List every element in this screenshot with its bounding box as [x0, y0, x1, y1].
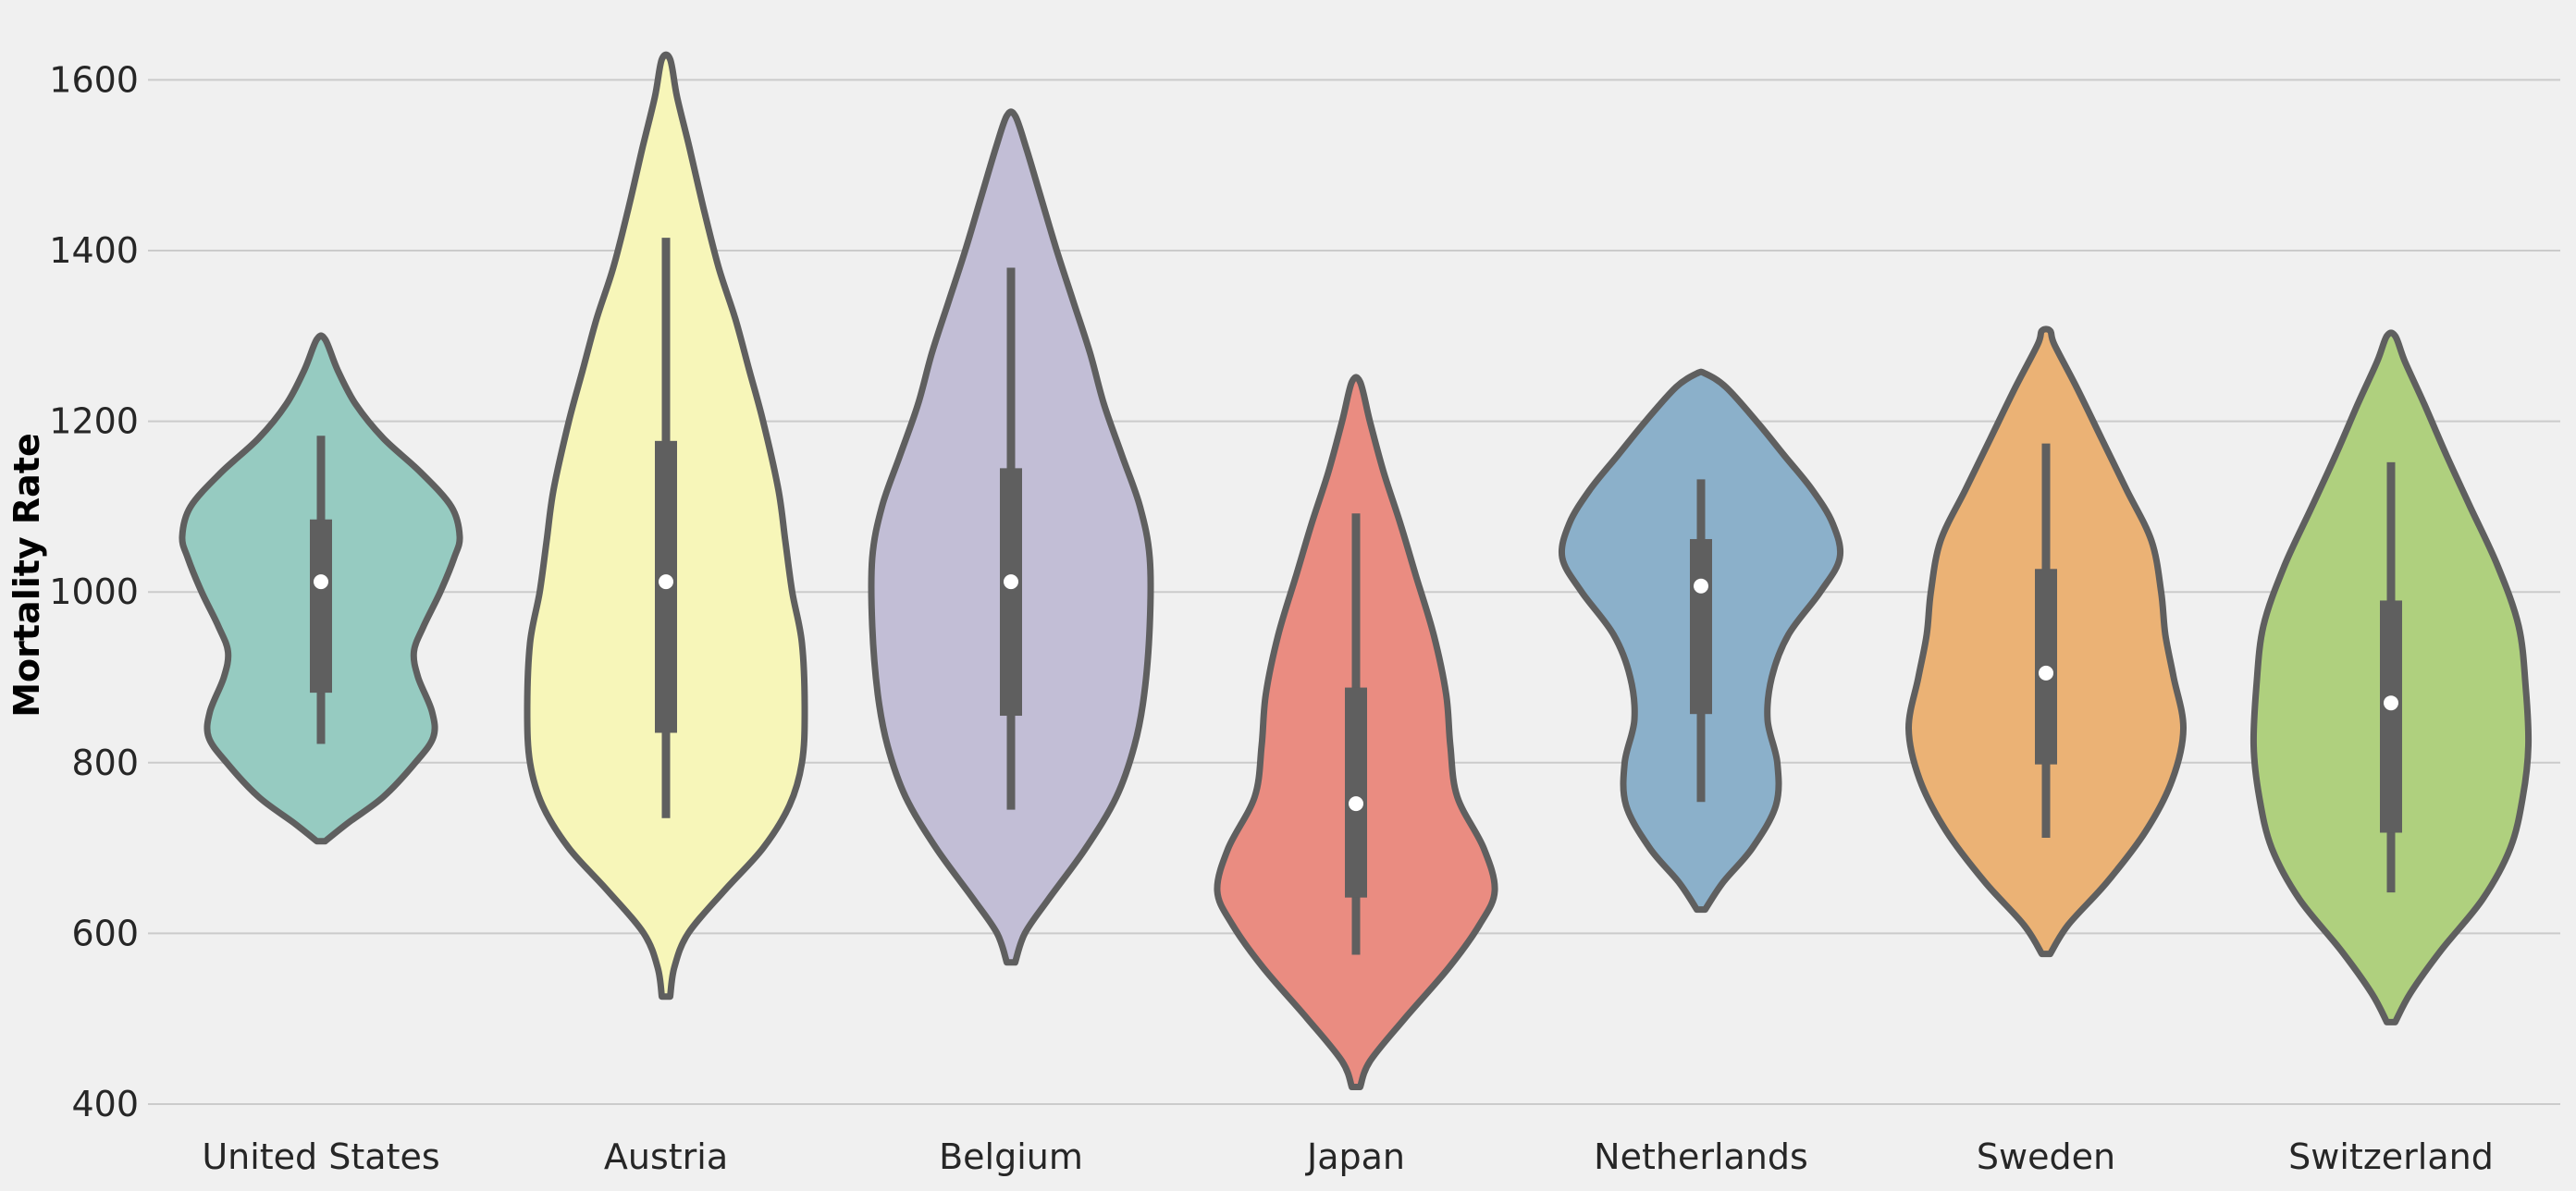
violin-median-dot	[2384, 695, 2398, 711]
y-tick-label: 1600	[49, 59, 139, 100]
y-tick-label: 1200	[49, 401, 139, 442]
x-tick-label: Japan	[1305, 1136, 1405, 1177]
violin-belgium	[868, 108, 1154, 966]
violin-median-dot	[659, 574, 673, 590]
violin-median-dot	[2039, 665, 2053, 681]
violin-switzerland	[2249, 329, 2533, 1025]
violin-iqr-box	[2380, 600, 2402, 833]
y-tick-label: 600	[71, 913, 139, 953]
x-tick-label: Belgium	[939, 1136, 1083, 1177]
y-axis-label: Mortality Rate	[6, 433, 47, 718]
violin-median-dot	[1694, 578, 1708, 594]
violin-netherlands	[1558, 368, 1844, 914]
y-tick-label: 1000	[49, 571, 139, 612]
violin-united-states	[179, 332, 463, 845]
violin-median-dot	[314, 574, 328, 590]
y-tick-label: 800	[71, 743, 139, 783]
x-tick-label: Austria	[604, 1136, 728, 1177]
violin-iqr-box	[310, 519, 332, 694]
violin-iqr-box	[1000, 468, 1022, 717]
violin-iqr-box	[1345, 687, 1367, 898]
y-tick-label: 400	[71, 1084, 139, 1124]
violins	[179, 51, 2533, 1090]
x-tick-label: Switzerland	[2288, 1136, 2494, 1177]
violin-japan	[1214, 374, 1498, 1090]
y-tick-labels: 400 600 800 1000 1200 1400 1600	[49, 59, 139, 1124]
violin-sweden	[1904, 325, 2188, 958]
violin-austria	[524, 51, 808, 1001]
violin-iqr-box	[1690, 538, 1712, 715]
x-tick-label: Sweden	[1977, 1136, 2115, 1177]
y-tick-label: 1400	[49, 230, 139, 271]
x-tick-label: United States	[202, 1136, 439, 1177]
x-tick-labels: United States Austria Belgium Japan Netherla…	[202, 1136, 2493, 1177]
violin-median-dot	[1349, 796, 1363, 812]
violin-median-dot	[1004, 574, 1018, 590]
x-tick-label: Netherlands	[1594, 1136, 1808, 1177]
